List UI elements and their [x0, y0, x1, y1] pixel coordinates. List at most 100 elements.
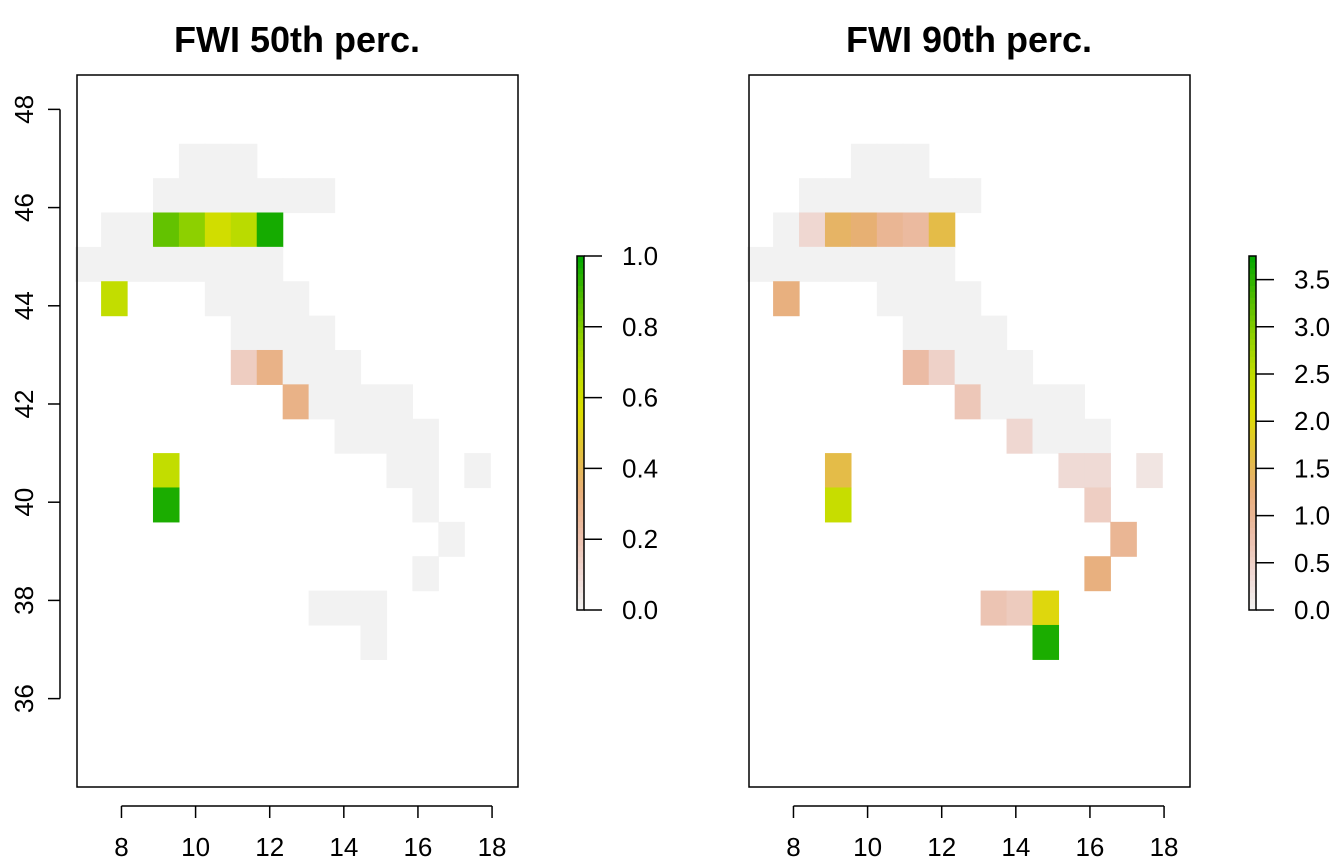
colorbar: 0.0 0.5 1.0 1.5 2.0 2.5 3.0 3.5: [1248, 255, 1330, 625]
colorbar-step: [577, 427, 584, 434]
heatmap-cell-na: [438, 521, 465, 557]
heatmap-cell: [1006, 590, 1034, 626]
colorbar-step: [1249, 303, 1256, 310]
heatmap-cell: [152, 487, 180, 523]
x-tick-label: 18: [1150, 832, 1179, 862]
heatmap-cell-na: [980, 349, 1008, 385]
colorbar-step: [1249, 444, 1256, 452]
colorbar-step: [1249, 551, 1256, 558]
colorbar-step: [1249, 521, 1256, 528]
heatmap-cell: [902, 349, 930, 385]
colorbar-tick-label: 1.0: [1294, 501, 1330, 531]
colorbar-step: [577, 521, 584, 528]
colorbar-step: [577, 421, 584, 428]
heatmap-cell-na: [282, 315, 310, 351]
colorbar-step: [577, 568, 584, 576]
heatmap-cell: [799, 212, 826, 248]
heatmap-cell: [876, 212, 904, 248]
heatmap-cell-na: [178, 246, 206, 282]
y-tick-label: 38: [9, 586, 39, 615]
colorbar-step: [1249, 568, 1256, 576]
x-tick-label: 8: [786, 832, 800, 862]
colorbar-step: [1249, 415, 1256, 422]
colorbar-step: [1249, 326, 1256, 334]
colorbar-step: [577, 468, 584, 475]
heatmap-cell-na: [101, 246, 128, 282]
colorbar-step: [577, 350, 584, 357]
colorbar-step: [577, 273, 584, 281]
heatmap-cell-na: [1032, 384, 1060, 420]
heatmap-cell-na: [876, 178, 904, 214]
heatmap-cell-na: [1058, 384, 1085, 420]
heatmap-cell-na: [799, 246, 826, 282]
heatmap-cell-na: [1006, 384, 1034, 420]
colorbar-step: [1249, 267, 1256, 275]
x-tick-label: 16: [1075, 832, 1104, 862]
heatmap-cell-na: [902, 246, 930, 282]
colorbar-step: [577, 397, 584, 404]
heatmap-cell-na: [360, 624, 388, 660]
colorbar-step: [1249, 368, 1256, 375]
heatmap-cell-na: [230, 315, 258, 351]
colorbar-step: [1249, 344, 1256, 351]
colorbar-step: [1249, 456, 1256, 463]
colorbar-step: [577, 261, 584, 269]
heatmap-cell: [928, 349, 956, 385]
colorbar-step: [1249, 427, 1256, 434]
x-tick-label: 10: [853, 832, 882, 862]
colorbar-step: [1249, 480, 1256, 487]
x-tick-label: 18: [478, 832, 507, 862]
colorbar-tick-label: 0.0: [1294, 595, 1330, 625]
colorbar-step: [577, 509, 584, 517]
heatmap-cell: [101, 281, 128, 317]
heatmap-cell-na: [902, 281, 930, 317]
heatmap-cell-na: [256, 281, 284, 317]
heatmap-cell-na: [127, 246, 154, 282]
chart-title: FWI 50th perc.: [174, 19, 420, 60]
colorbar-step: [1249, 385, 1256, 393]
heatmap-cell: [902, 212, 930, 248]
colorbar-step: [577, 433, 584, 440]
colorbar-step: [1249, 486, 1256, 493]
heatmap-cell: [178, 212, 206, 248]
heatmap-cell-na: [230, 281, 258, 317]
heatmap-cell-na: [178, 143, 206, 179]
heatmap-cell-na: [230, 246, 258, 282]
heatmap-cell-na: [308, 349, 336, 385]
heatmap-cell-na: [230, 178, 258, 214]
colorbar-step: [577, 539, 584, 546]
heatmap-cell: [1084, 556, 1111, 592]
x-tick-label: 16: [403, 832, 432, 862]
colorbar-step: [577, 444, 584, 452]
colorbar-step: [1249, 533, 1256, 540]
colorbar-step: [1249, 450, 1256, 458]
colorbar-step: [1249, 261, 1256, 269]
heatmap-cell-na: [980, 384, 1008, 420]
colorbar-step: [1249, 604, 1256, 611]
heatmap-cell-na: [282, 281, 310, 317]
heatmap-cell-na: [902, 143, 930, 179]
heatmap-cell-na: [928, 281, 956, 317]
heatmap-cell-na: [412, 418, 439, 454]
colorbar-step: [1249, 421, 1256, 428]
heatmap-cell-na: [773, 212, 800, 248]
colorbar-step: [1249, 374, 1256, 381]
y-tick-label: 40: [9, 488, 39, 517]
colorbar-step: [577, 486, 584, 493]
colorbar-step: [1249, 285, 1256, 292]
heatmap-cell-na: [256, 178, 284, 214]
heatmap-cell-na: [360, 590, 388, 626]
heatmap-cell-na: [308, 590, 336, 626]
colorbar-step: [577, 533, 584, 540]
x-tick-label: 12: [255, 832, 284, 862]
heatmap-cell: [1032, 624, 1060, 660]
colorbar-step: [577, 545, 584, 552]
heatmap-cells: [747, 143, 1163, 660]
colorbar-step: [1249, 332, 1256, 340]
colorbar-step: [1249, 562, 1256, 570]
heatmap-cell-na: [101, 212, 128, 248]
heatmap-cell-na: [850, 143, 878, 179]
heatmap-cell-na: [747, 246, 774, 282]
heatmap-cell-na: [204, 281, 232, 317]
heatmap-cell-na: [464, 453, 491, 489]
